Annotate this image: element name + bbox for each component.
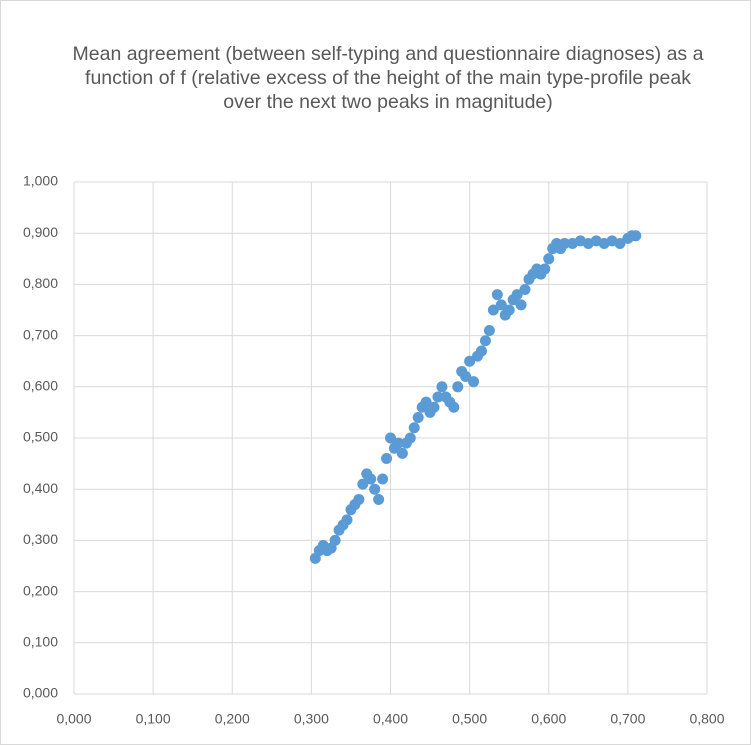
point	[432, 391, 444, 403]
y-tick-label: 0,700	[23, 326, 58, 342]
point	[614, 237, 626, 249]
point	[483, 324, 495, 336]
point	[503, 304, 515, 316]
point	[373, 493, 385, 505]
y-tick-label: 0,900	[23, 224, 58, 240]
point	[377, 473, 389, 485]
point	[381, 452, 393, 464]
x-tick-label: 0,700	[610, 711, 645, 727]
point	[404, 432, 416, 444]
point	[408, 422, 420, 434]
point	[515, 299, 527, 311]
point	[460, 371, 472, 383]
point	[420, 396, 432, 408]
point	[475, 345, 487, 357]
y-tick-label: 0,100	[23, 634, 58, 650]
point	[630, 230, 642, 242]
x-tick-label: 0,100	[136, 711, 171, 727]
point	[495, 299, 507, 311]
point	[392, 437, 404, 449]
y-tick-label: 0,800	[23, 275, 58, 291]
y-tick-label: 0,000	[23, 685, 58, 701]
point	[365, 473, 377, 485]
point	[436, 381, 448, 393]
y-tick-label: 0,600	[23, 378, 58, 394]
point	[357, 478, 369, 490]
point	[468, 376, 480, 388]
point	[329, 534, 341, 546]
point	[369, 483, 381, 495]
y-tick-label: 0,400	[23, 480, 58, 496]
point	[519, 284, 531, 296]
x-tick-label: 0,400	[373, 711, 408, 727]
point	[559, 237, 571, 249]
point	[479, 335, 491, 347]
y-tick-label: 1,000	[23, 173, 58, 189]
point	[491, 289, 503, 301]
x-tick-label: 0,500	[452, 711, 487, 727]
point	[385, 432, 396, 444]
point	[487, 304, 499, 316]
x-tick-label: 0,300	[294, 711, 329, 727]
y-tick-label: 0,200	[23, 582, 58, 598]
y-tick-label: 0,500	[23, 429, 58, 445]
point	[448, 401, 460, 413]
chart-title: Mean agreement (between self-typing and …	[72, 43, 704, 113]
y-tick-label: 0,300	[23, 531, 58, 547]
point	[396, 447, 408, 459]
point	[341, 514, 353, 526]
point	[353, 493, 365, 505]
point	[511, 289, 523, 301]
x-tick-label: 0,000	[56, 711, 91, 727]
point	[543, 253, 555, 265]
x-tick-label: 0,800	[689, 711, 724, 727]
point	[428, 401, 440, 413]
x-tick-label: 0,200	[215, 711, 250, 727]
point	[464, 355, 476, 367]
x-tick-label: 0,600	[531, 711, 566, 727]
point	[539, 263, 551, 275]
point	[412, 412, 424, 424]
point	[452, 381, 464, 393]
